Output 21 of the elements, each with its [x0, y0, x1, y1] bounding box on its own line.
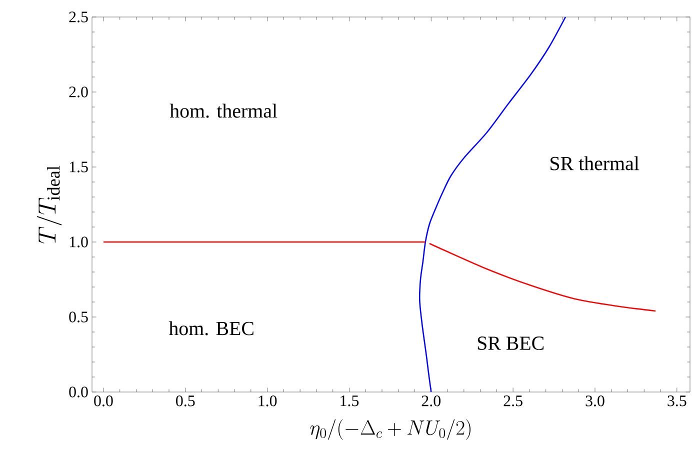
y-tick-label: 1.0	[70, 236, 88, 248]
x-tick-label: 3.0	[586, 396, 604, 406]
y-tick-label: 1.5	[70, 162, 88, 172]
annotation: hom. BEC	[168, 321, 254, 336]
x-tick-label: 3.5	[668, 396, 686, 406]
x-tick-label: 1.5	[340, 396, 359, 406]
x-tick-label: 2.0	[422, 396, 440, 406]
y-tick-label: 2.0	[69, 86, 88, 98]
y-axis-title: $T/T_{\mathrm{ideal}}$	[36, 166, 62, 244]
annotation: SR thermal	[550, 156, 640, 170]
x-tick-label: 0.5	[176, 396, 195, 406]
line-series	[428, 242, 656, 312]
y-tick-label: 2.5	[69, 12, 88, 22]
x-tick-label: 1.0	[258, 396, 277, 406]
x-axis-title: $\eta_0/(-\Delta_c+NU_0/2)$	[310, 419, 471, 440]
x-tick-label: 2.5	[504, 396, 522, 406]
y-tick-label: 0.5	[69, 312, 88, 322]
x-tick-label: 0.0	[94, 396, 113, 406]
y-tick-label: 0.0	[69, 386, 88, 398]
annotation: hom. thermal	[170, 104, 278, 118]
annotation: SR BEC	[478, 336, 544, 350]
